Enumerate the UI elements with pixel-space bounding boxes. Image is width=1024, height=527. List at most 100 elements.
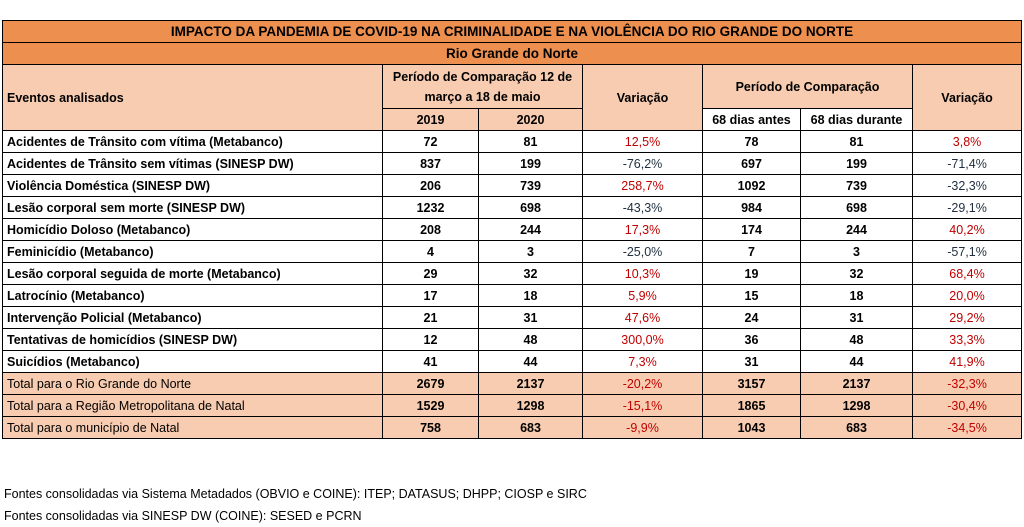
before-cell: 36 <box>702 328 801 351</box>
value-2019-cell: 41 <box>382 350 479 373</box>
value-2020-cell: 31 <box>478 306 583 329</box>
variation1-cell: 258,7% <box>582 174 703 197</box>
table-row: Violência Doméstica (SINESP DW) 206 739 258… <box>2 174 1023 197</box>
variation1-cell: 5,9% <box>582 284 703 307</box>
table-row: Intervenção Policial (Metabanco) 21 31 47,6… <box>2 306 1023 329</box>
event-cell: Intervenção Policial (Metabanco) <box>2 306 383 329</box>
event-cell: Total para o Rio Grande do Norte <box>2 372 383 395</box>
value-2019-cell: 206 <box>382 174 479 197</box>
value-2019-cell: 29 <box>382 262 479 285</box>
variation2-cell: -57,1% <box>911 240 1023 263</box>
during-cell: 3 <box>800 240 913 263</box>
variation2-cell: -32,3% <box>911 174 1023 197</box>
value-2020-cell: 739 <box>478 174 583 197</box>
before-cell: 1092 <box>702 174 801 197</box>
variation1-cell: 12,5% <box>582 130 703 153</box>
during-cell: 18 <box>800 284 913 307</box>
table-row: Tentativas de homicídios (SINESP DW) 12 48… <box>2 328 1023 351</box>
variation1-cell: -15,1% <box>582 394 703 417</box>
region-heading: Rio Grande do Norte <box>1 42 1023 65</box>
value-2020-cell: 244 <box>478 218 583 241</box>
during-header: 68 dias durante <box>800 108 913 131</box>
crime-table-container: IMPACTO DA PANDEMIA DE COVID-19 NA CRIMI… <box>1 20 1023 439</box>
variation2-cell: -29,1% <box>911 196 1023 219</box>
value-2020-cell: 683 <box>478 416 583 439</box>
variation2-cell: 29,2% <box>911 306 1023 329</box>
event-cell: Violência Doméstica (SINESP DW) <box>2 174 383 197</box>
before-cell: 1865 <box>702 394 801 417</box>
variation1-cell: -9,9% <box>582 416 703 439</box>
variation1-cell: 47,6% <box>582 306 703 329</box>
year-2019-header: 2019 <box>382 108 479 131</box>
variation2-cell: -34,5% <box>911 416 1023 439</box>
variation1-cell: 300,0% <box>582 328 703 351</box>
event-cell: Acidentes de Trânsito sem vítimas (SINES… <box>2 152 383 175</box>
table-row: Homicídio Doloso (Metabanco) 208 244 17,3% 1… <box>2 218 1023 241</box>
year-2020-header: 2020 <box>478 108 583 131</box>
value-2019-cell: 72 <box>382 130 479 153</box>
variation1-cell: -43,3% <box>582 196 703 219</box>
crime-table: IMPACTO DA PANDEMIA DE COVID-19 NA CRIMI… <box>1 20 1023 439</box>
event-cell: Homicídio Doloso (Metabanco) <box>2 218 383 241</box>
variation1-cell: -25,0% <box>582 240 703 263</box>
variation1-cell: 10,3% <box>582 262 703 285</box>
value-2019-cell: 758 <box>382 416 479 439</box>
before-cell: 15 <box>702 284 801 307</box>
variation2-cell: -32,3% <box>911 372 1023 395</box>
table-row: Lesão corporal seguida de morte (Metaban… <box>2 262 1023 285</box>
variation2-cell: 68,4% <box>911 262 1023 285</box>
during-cell: 2137 <box>800 372 913 395</box>
variation2-header: Variação <box>911 64 1023 131</box>
value-2020-cell: 199 <box>478 152 583 175</box>
variation1-header: Variação <box>582 64 703 131</box>
event-cell: Total para o município de Natal <box>2 416 383 439</box>
during-cell: 32 <box>800 262 913 285</box>
during-cell: 81 <box>800 130 913 153</box>
during-cell: 739 <box>800 174 913 197</box>
period2-header: Período de Comparação <box>702 64 913 109</box>
during-cell: 698 <box>800 196 913 219</box>
during-cell: 44 <box>800 350 913 373</box>
event-cell: Latrocínio (Metabanco) <box>2 284 383 307</box>
before-cell: 24 <box>702 306 801 329</box>
value-2019-cell: 1232 <box>382 196 479 219</box>
value-2019-cell: 12 <box>382 328 479 351</box>
table-row: Acidentes de Trânsito com vítima (Metaba… <box>2 130 1023 153</box>
before-cell: 19 <box>702 262 801 285</box>
during-cell: 1298 <box>800 394 913 417</box>
value-2019-cell: 837 <box>382 152 479 175</box>
table-row: Latrocínio (Metabanco) 17 18 5,9% 15 18 20,0% <box>2 284 1023 307</box>
events-header: Eventos analisados <box>2 64 383 131</box>
value-2020-cell: 32 <box>478 262 583 285</box>
total-row: Total para a Região Metropolitana de Nat… <box>2 394 1023 417</box>
variation1-cell: 17,3% <box>582 218 703 241</box>
table-row: Acidentes de Trânsito sem vítimas (SINES… <box>2 152 1023 175</box>
during-cell: 244 <box>800 218 913 241</box>
variation2-cell: 20,0% <box>911 284 1023 307</box>
value-2019-cell: 208 <box>382 218 479 241</box>
value-2019-cell: 17 <box>382 284 479 307</box>
event-cell: Lesão corporal sem morte (SINESP DW) <box>2 196 383 219</box>
event-cell: Suicídios (Metabanco) <box>2 350 383 373</box>
before-cell: 31 <box>702 350 801 373</box>
during-cell: 31 <box>800 306 913 329</box>
source-note: Fontes consolidadas via SINESP DW (COINE… <box>4 509 362 523</box>
during-cell: 199 <box>800 152 913 175</box>
variation2-cell: -71,4% <box>911 152 1023 175</box>
value-2019-cell: 1529 <box>382 394 479 417</box>
value-2020-cell: 2137 <box>478 372 583 395</box>
value-2020-cell: 3 <box>478 240 583 263</box>
before-cell: 3157 <box>702 372 801 395</box>
variation2-cell: -30,4% <box>911 394 1023 417</box>
during-cell: 683 <box>800 416 913 439</box>
event-cell: Tentativas de homicídios (SINESP DW) <box>2 328 383 351</box>
table-row: Feminicídio (Metabanco) 4 3 -25,0% 7 3 -57,1% <box>2 240 1023 263</box>
value-2019-cell: 21 <box>382 306 479 329</box>
variation1-cell: -76,2% <box>582 152 703 175</box>
period1-header: Período de Comparação 12 de março a 18 d… <box>382 64 583 109</box>
before-cell: 697 <box>702 152 801 175</box>
table-row: Suicídios (Metabanco) 41 44 7,3% 31 44 41,9% <box>2 350 1023 373</box>
before-cell: 174 <box>702 218 801 241</box>
event-cell: Feminicídio (Metabanco) <box>2 240 383 263</box>
source-notes: Fontes consolidadas via Sistema Metadado… <box>4 483 587 527</box>
